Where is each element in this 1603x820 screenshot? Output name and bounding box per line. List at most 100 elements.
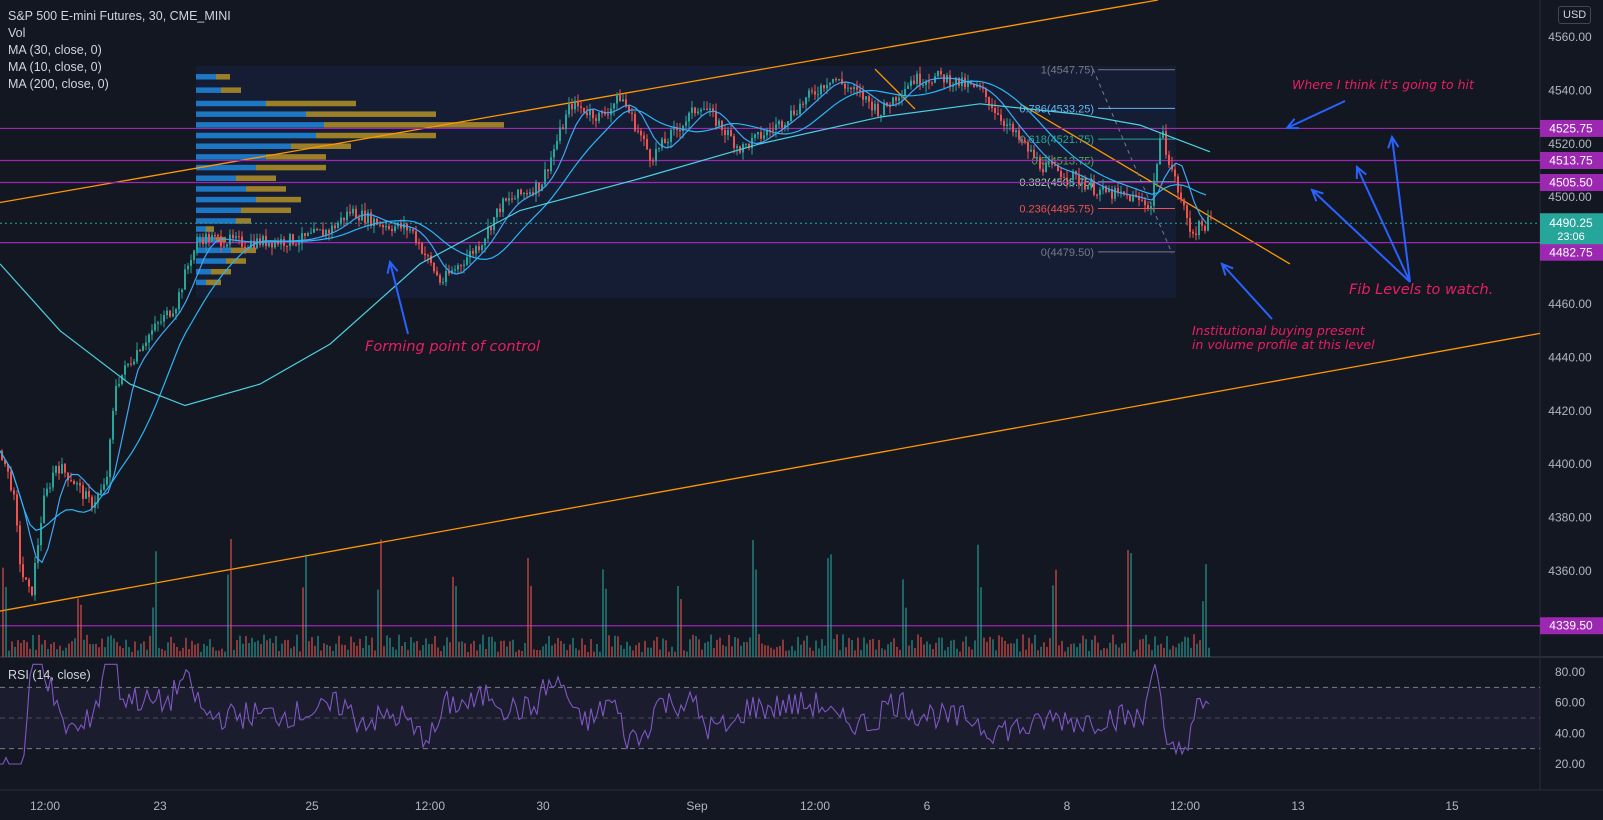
volume-bar — [155, 551, 157, 657]
volume-bar — [824, 645, 826, 657]
volume-bar — [92, 644, 94, 657]
candle-body — [634, 113, 636, 131]
candle-body — [937, 70, 939, 77]
volume-bar — [521, 650, 523, 657]
volume-bar — [14, 646, 16, 657]
rsi-tick-label: 60.00 — [1555, 696, 1585, 710]
candle-body — [592, 110, 594, 119]
volume-bar — [1199, 640, 1201, 657]
time-axis: 12:00 23 25 12:00 30 Sep 12:00 6 8 12:00 13 15 — [30, 799, 1459, 813]
volume-bar — [263, 634, 265, 657]
candle-body — [784, 124, 786, 128]
candle-body — [160, 321, 162, 323]
indicator-volume[interactable]: Vol — [8, 26, 26, 40]
annotation-poc[interactable]: Forming point of control — [365, 339, 541, 355]
candle-body — [487, 226, 489, 239]
volume-profile-bar-sell — [231, 247, 256, 254]
volume-bars — [2, 539, 1210, 657]
volume-bar — [359, 638, 361, 657]
volume-bar — [599, 651, 601, 657]
volume-profile-bar-sell — [266, 100, 356, 107]
candle-body — [889, 105, 891, 107]
volume-bar — [830, 554, 832, 657]
volume-bar — [854, 650, 856, 657]
candle-body — [286, 245, 288, 247]
volume-bar — [764, 645, 766, 657]
volume-bar — [47, 648, 49, 657]
volume-bar — [1187, 637, 1189, 657]
candle-body — [991, 105, 993, 109]
candle-body — [109, 439, 111, 477]
volume-bar — [914, 648, 916, 657]
candle-body — [328, 229, 330, 234]
symbol-title[interactable]: S&P 500 E-mini Futures, 30, CME_MINI — [8, 9, 231, 23]
volume-bar — [1184, 636, 1186, 657]
annotation-target[interactable]: Where I think it's going to hit — [1292, 77, 1474, 92]
volume-bar — [620, 645, 622, 657]
annotation-fib-watch[interactable]: Fib Levels to watch. — [1349, 282, 1494, 298]
candle-body — [1123, 191, 1125, 195]
candle-body — [712, 108, 714, 111]
candle-body — [829, 82, 831, 85]
indicator-ma-200[interactable]: MA (200, close, 0) — [8, 77, 109, 91]
volume-bar — [281, 643, 283, 657]
candle-body — [289, 234, 291, 247]
volume-bar — [89, 644, 91, 657]
volume-bar — [266, 640, 268, 657]
candle-body — [958, 77, 960, 86]
volume-bar — [554, 643, 556, 657]
volume-bar — [1118, 647, 1120, 657]
candle-body — [1063, 177, 1065, 179]
volume-profile-bar-sell — [306, 111, 436, 117]
candle-body — [853, 87, 855, 90]
annotation-arrow-shaft — [1311, 189, 1411, 283]
volume-bar — [833, 638, 835, 657]
volume-bar — [296, 634, 298, 657]
candle-body — [868, 96, 870, 102]
volume-bar — [131, 651, 133, 657]
price-tick-label: 4460.00 — [1548, 297, 1592, 311]
candle-body — [640, 130, 642, 136]
candle-body — [694, 107, 696, 114]
volume-bar — [410, 637, 412, 657]
volume-profile-bar-buy — [196, 258, 226, 264]
volume-bar — [437, 647, 439, 657]
candle-body — [565, 114, 567, 130]
candle-body — [619, 94, 621, 102]
level-badge — [1540, 174, 1603, 192]
volume-bar — [2, 567, 4, 657]
candle-body — [235, 236, 237, 239]
annotation-institutional-2[interactable]: in volume profile at this level — [1192, 337, 1375, 352]
candle-body — [508, 198, 510, 201]
volume-bar — [623, 648, 625, 657]
price-tick-label: 4540.00 — [1548, 83, 1592, 97]
candle-body — [211, 235, 213, 242]
currency-button[interactable]: USD — [1558, 6, 1592, 24]
candle-body — [151, 330, 153, 335]
volume-bar — [959, 651, 961, 657]
volume-bar — [404, 641, 406, 657]
candle-body — [787, 121, 789, 125]
volume-bar — [503, 640, 505, 657]
volume-bar — [164, 650, 166, 657]
candle-body — [1075, 171, 1077, 175]
volume-bar — [548, 635, 550, 657]
volume-bar — [1052, 585, 1054, 657]
volume-bar — [50, 643, 52, 657]
volume-bar — [1121, 643, 1123, 657]
candle-body — [418, 242, 420, 244]
indicator-ma-30[interactable]: MA (30, close, 0) — [8, 43, 102, 57]
volume-bar — [779, 645, 781, 657]
chart-legend: S&P 500 E-mini Futures, 30, CME_MINI Vol… — [8, 8, 231, 93]
candle-body — [769, 129, 771, 131]
rsi-title[interactable]: RSI (14, close) — [8, 668, 91, 682]
candle-body — [1006, 124, 1008, 126]
candle-body — [610, 108, 612, 115]
volume-bar — [884, 649, 886, 657]
annotation-institutional-1[interactable]: Institutional buying present — [1192, 323, 1365, 338]
volume-bar — [68, 643, 70, 657]
volume-bar — [707, 641, 709, 657]
volume-bar — [533, 649, 535, 657]
indicator-ma-10[interactable]: MA (10, close, 0) — [8, 60, 102, 74]
